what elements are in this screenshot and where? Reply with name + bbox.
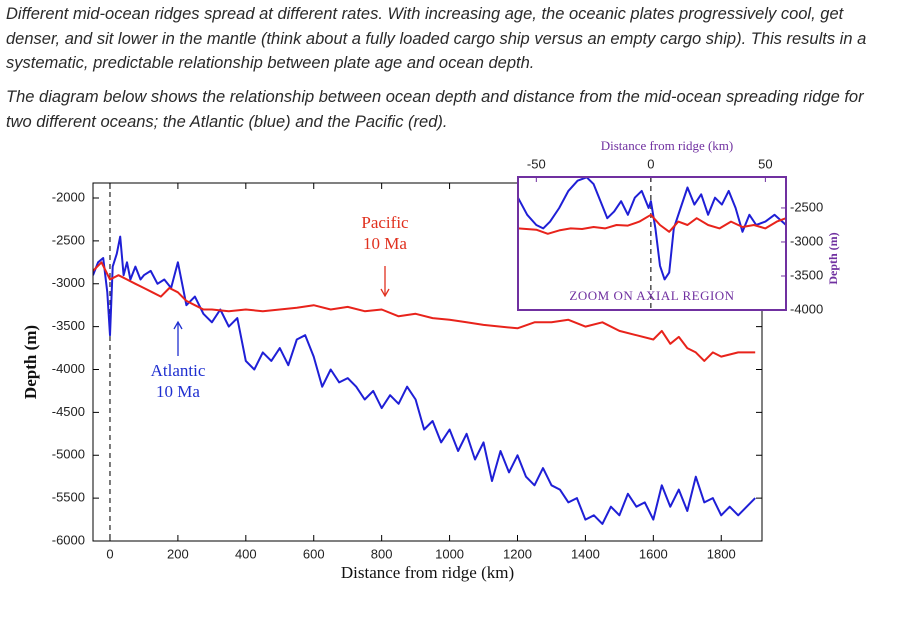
x-tick-label: 600 [303,546,325,561]
x-tick-label: 0 [106,546,113,561]
x-tick-label: 1200 [503,546,532,561]
y-tick-label: -3500 [790,267,823,282]
y-tick-label: -3000 [790,233,823,248]
x-tick-label: 0 [647,156,654,171]
y-axis-label: Depth (m) [21,325,40,399]
y-tick-label: -3500 [52,318,85,333]
y-tick-label: -2000 [52,189,85,204]
y-tick-label: -4000 [790,301,823,316]
y-tick-label: -5500 [52,490,85,505]
x-tick-label: 200 [167,546,189,561]
data-line [93,261,756,362]
x-tick-label: 1800 [707,546,736,561]
y-tick-label: -4500 [52,404,85,419]
y-axis-label: Depth (m) [826,232,840,284]
y-tick-label: -5000 [52,447,85,462]
arrow-head [173,320,183,330]
data-line [93,235,756,525]
data-line [518,177,786,281]
annotation: 10 Ma [156,382,200,401]
paragraph: The diagram below shows the relationship… [6,88,864,131]
y-tick-label: -2500 [52,232,85,247]
x-tick-label: 1000 [435,546,464,561]
x-tick-label: 1600 [639,546,668,561]
paragraph: Different mid-ocean ridges spread at dif… [6,5,867,72]
y-tick-label: -2500 [790,199,823,214]
annotation: Atlantic [151,361,206,380]
x-axis-label: Distance from ridge (km) [601,138,733,153]
x-tick-label: 1400 [571,546,600,561]
annotation: Pacific [361,213,409,232]
y-tick-label: -4000 [52,361,85,376]
plot-frame [517,176,787,311]
annotation: 10 Ma [363,234,407,253]
x-tick-label: 400 [235,546,257,561]
arrow-head [380,288,390,298]
y-tick-label: -6000 [52,532,85,547]
x-tick-label: -50 [527,156,546,171]
x-tick-label: 50 [758,156,772,171]
annotation: ZOOM ON AXIAL REGION [569,288,734,303]
plot-frame [92,182,763,542]
x-axis-label: Distance from ridge (km) [341,563,514,582]
y-tick-label: -3000 [52,275,85,290]
data-line [518,213,786,235]
x-tick-label: 800 [371,546,393,561]
inset-background [518,177,786,310]
